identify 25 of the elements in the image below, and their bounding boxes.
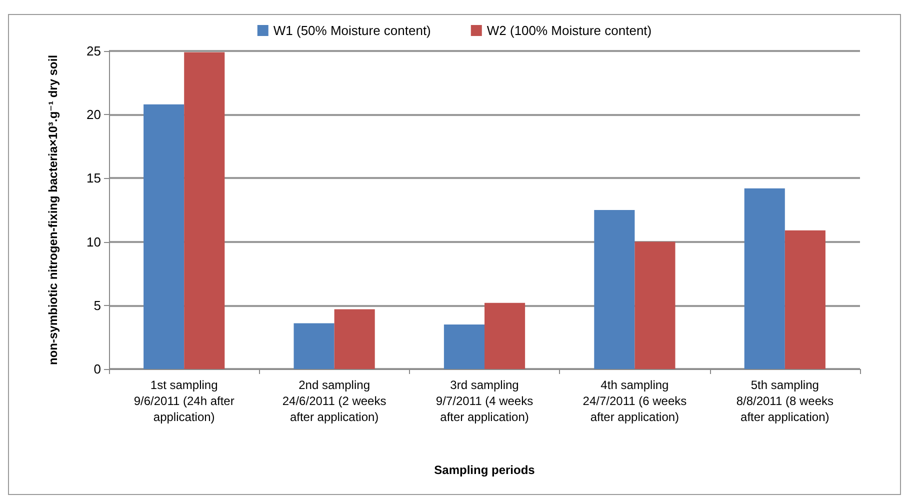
- bar: [144, 104, 184, 369]
- bar: [634, 242, 676, 369]
- bar: [294, 323, 334, 369]
- y-axis-title: non-symbiotic nitrogen-fixing bacteria×10³.g⁻¹ dry soil: [46, 54, 60, 366]
- legend-label: W2 (100% Moisture content): [486, 23, 652, 38]
- x-tick-label: 1st sampling 9/6/2011 (24h after application): [134, 378, 234, 424]
- x-tick-label: 2nd sampling 24/6/2011 (2 weeks after application): [282, 378, 386, 424]
- bar: [594, 210, 635, 369]
- y-tick-label: 25: [86, 44, 101, 58]
- bar: [784, 230, 826, 369]
- y-tick-label: 5: [94, 298, 101, 313]
- legend-label: W1 (50% Moisture content): [273, 23, 431, 38]
- y-tick-label: 0: [94, 362, 101, 376]
- bar: [484, 302, 526, 369]
- bar: [744, 188, 785, 369]
- y-tick-label: 20: [86, 107, 101, 122]
- bar: [334, 309, 375, 369]
- y-tick-label: 10: [86, 234, 101, 250]
- bar: [184, 52, 225, 369]
- bar: [444, 324, 484, 369]
- x-tick-label: 5th sampling 8/8/2011 (8 weeks after application): [736, 378, 834, 424]
- x-tick-label: 4th sampling 24/7/2011 (6 weeks after application): [582, 378, 687, 424]
- y-tick-label: 15: [86, 170, 101, 186]
- x-tick-label: 3rd sampling 9/7/2011 (4 weeks after application): [436, 378, 534, 424]
- x-axis-title: Sampling periods: [434, 463, 536, 477]
